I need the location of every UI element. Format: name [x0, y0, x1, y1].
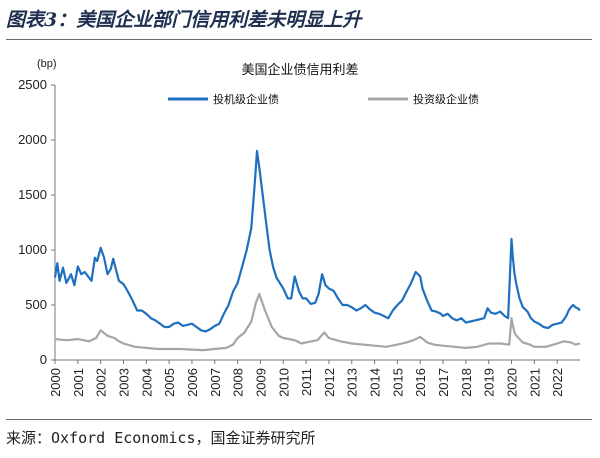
credit-spread-chart: (bp) 美国企业债信用利差 投机级企业债 投资级企业债 0 500 1000 150… [18, 58, 581, 397]
x-tick-label: 2019 [482, 368, 497, 397]
x-tick-label: 2002 [94, 368, 109, 397]
legend: 投机级企业债 投资级企业债 [168, 92, 479, 106]
x-tick-label: 2003 [116, 368, 131, 397]
x-tick-label: 2001 [71, 368, 86, 397]
y-tick-label: 500 [25, 297, 47, 312]
x-tick-label: 2014 [368, 368, 383, 397]
y-tick-label: 0 [40, 352, 47, 367]
x-tick-label: 2009 [253, 368, 268, 397]
top-divider [6, 39, 592, 40]
x-tick-label: 2021 [527, 368, 542, 397]
y-axis-ticks: 0 500 1000 1500 2000 2500 [18, 77, 55, 367]
x-tick-label: 2020 [505, 368, 520, 397]
x-tick-label: 2005 [162, 368, 177, 397]
x-tick-label: 2018 [459, 368, 474, 397]
bottom-divider [6, 419, 592, 420]
chart-title: 美国企业债信用利差 [241, 62, 358, 78]
x-tick-label: 2015 [390, 368, 405, 397]
series-line-high-yield [53, 149, 581, 333]
x-tick-label: 2010 [276, 368, 291, 397]
y-tick-label: 1500 [18, 187, 47, 202]
x-tick-label: 2000 [48, 368, 63, 397]
x-tick-label: 2016 [413, 368, 428, 397]
y-tick-label: 1000 [18, 242, 47, 257]
figure-title: 图表3：美国企业部门信用利差未明显上升 [6, 9, 362, 31]
x-tick-label: 2013 [345, 368, 360, 397]
x-tick-label: 2022 [550, 368, 565, 397]
x-tick-label: 2012 [322, 368, 337, 397]
y-unit-label: (bp) [37, 58, 57, 70]
series-line-investment-grade [54, 292, 581, 352]
legend-label-high-yield: 投机级企业债 [213, 92, 279, 106]
x-tick-label: 2007 [208, 368, 223, 397]
source-note: 来源：Oxford Economics，国金证券研究所 [6, 429, 316, 447]
x-tick-label: 2017 [436, 368, 451, 397]
y-tick-label: 2500 [18, 77, 47, 92]
x-tick-label: 2004 [139, 368, 154, 397]
x-tick-label: 2008 [231, 368, 246, 397]
x-tick-label: 2011 [299, 368, 314, 396]
x-tick-label: 2006 [185, 368, 200, 397]
y-tick-label: 2000 [18, 132, 47, 147]
legend-label-investment-grade: 投资级企业债 [413, 92, 479, 106]
x-axis-ticks: 2000 2001 2002 2003 2004 2005 2006 2007 2008 2009… [48, 360, 565, 397]
